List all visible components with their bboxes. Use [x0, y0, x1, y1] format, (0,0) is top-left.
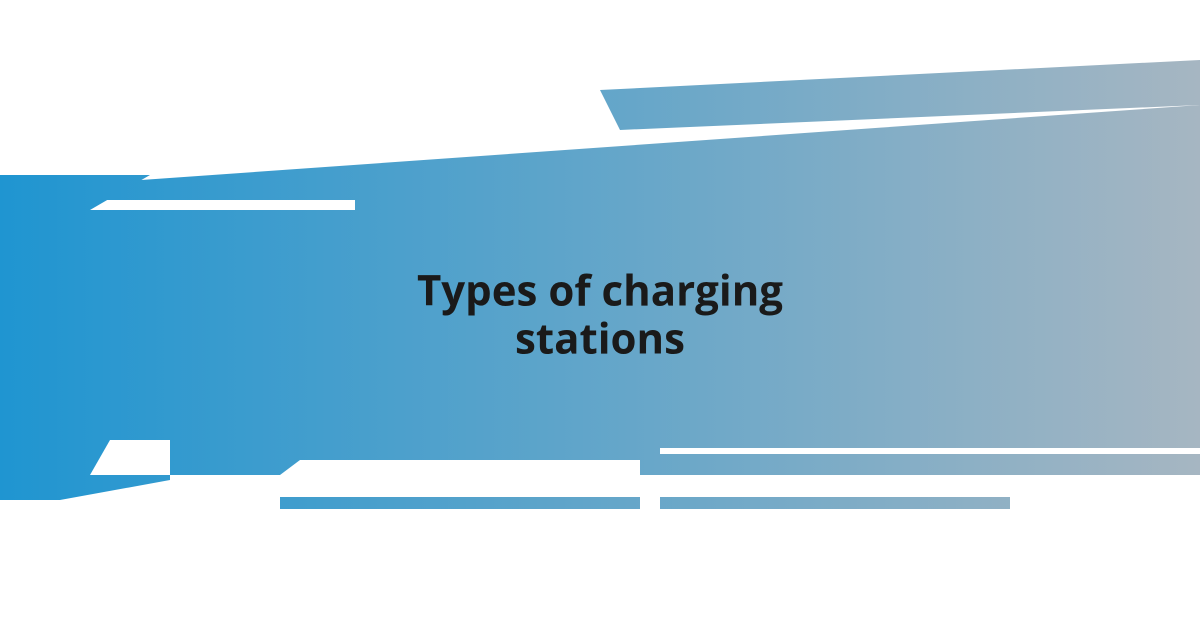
banner-title: Types of charging stations	[417, 267, 783, 364]
